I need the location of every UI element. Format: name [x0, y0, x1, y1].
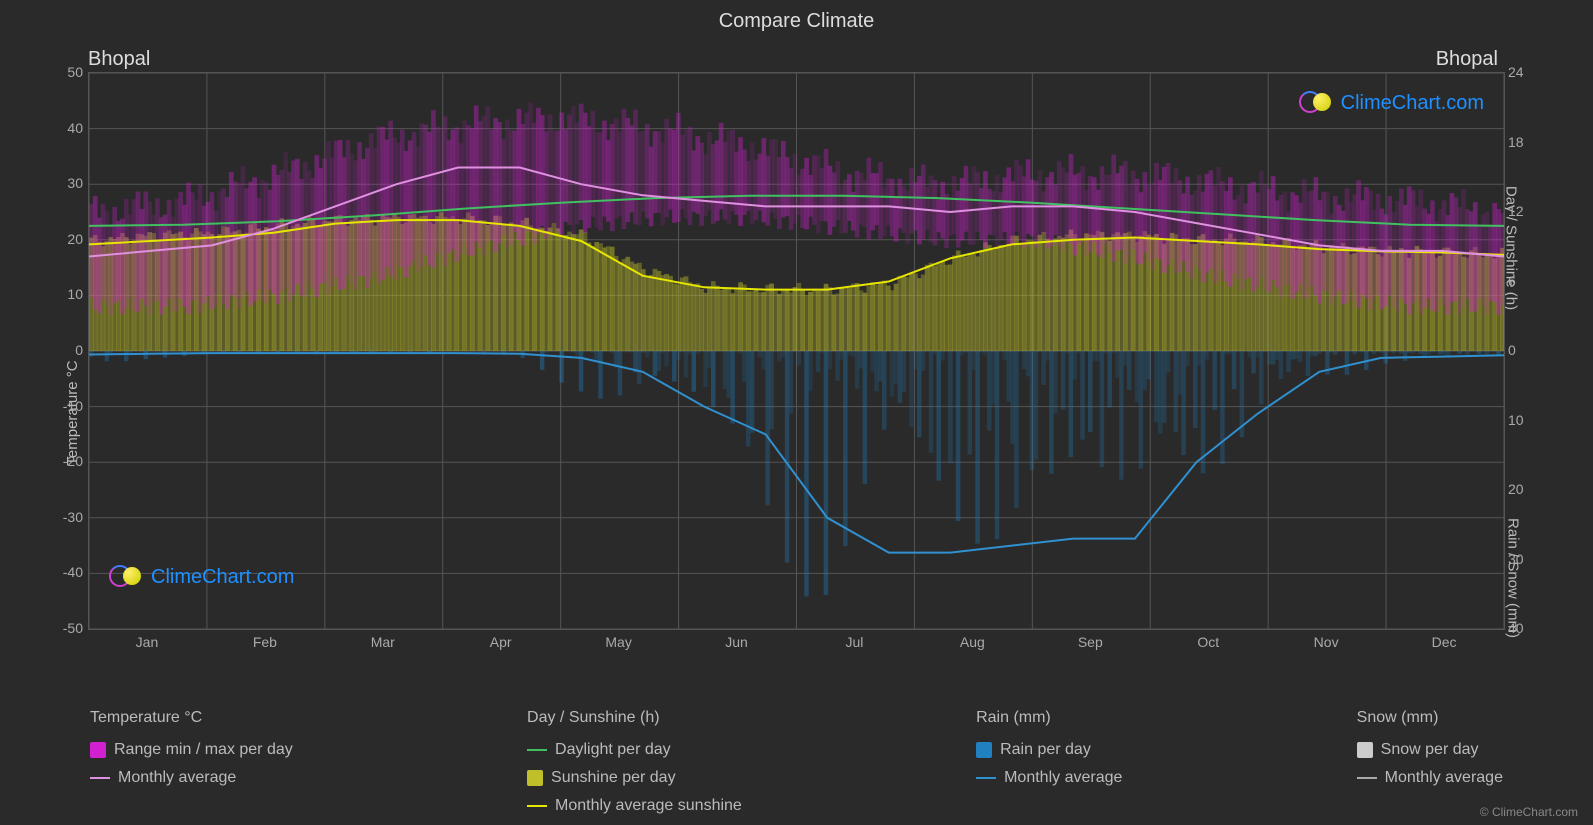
- watermark-bottom: ClimeChart.com: [109, 565, 294, 589]
- legend-label: Monthly average: [1385, 769, 1503, 787]
- y-tick-left: -50: [53, 620, 83, 636]
- line-icon: [1357, 777, 1377, 779]
- y-tick-left: -10: [53, 398, 83, 414]
- y-tick-left: -20: [53, 453, 83, 469]
- y-tick-right: 12: [1508, 203, 1533, 219]
- legend-label: Sunshine per day: [551, 769, 676, 787]
- y-tick-right: 30: [1508, 551, 1533, 567]
- x-tick-month: Apr: [490, 634, 512, 650]
- x-tick-month: Nov: [1314, 634, 1339, 650]
- legend-item: Sunshine per day: [527, 769, 742, 787]
- line-icon: [976, 777, 996, 779]
- swatch-icon: [90, 742, 106, 758]
- y-tick-left: -30: [53, 509, 83, 525]
- legend-label: Range min / max per day: [114, 741, 293, 759]
- legend-label: Monthly average: [1004, 769, 1122, 787]
- x-tick-month: Feb: [253, 634, 277, 650]
- legend-item: Snow per day: [1357, 741, 1503, 759]
- logo-icon: [109, 565, 145, 589]
- x-tick-month: Jan: [136, 634, 159, 650]
- x-tick-month: May: [605, 634, 631, 650]
- y-tick-right: 18: [1508, 134, 1533, 150]
- legend-title: Temperature °C: [90, 709, 293, 727]
- y-tick-right: 6: [1508, 273, 1533, 289]
- swatch-icon: [527, 770, 543, 786]
- legend-label: Monthly average: [118, 769, 236, 787]
- watermark-text: ClimeChart.com: [151, 566, 294, 589]
- legend-group: Snow (mm) Snow per day Monthly average: [1357, 709, 1503, 815]
- legend-label: Monthly average sunshine: [555, 797, 742, 815]
- watermark-text: ClimeChart.com: [1341, 92, 1484, 115]
- x-tick-month: Aug: [960, 634, 985, 650]
- y-tick-right: 0: [1508, 342, 1533, 358]
- line-icon: [527, 805, 547, 807]
- line-icon: [90, 777, 110, 779]
- legend-group: Temperature °C Range min / max per day Mon…: [90, 709, 293, 815]
- copyright: © ClimeChart.com: [1480, 805, 1578, 819]
- logo-icon: [1299, 91, 1335, 115]
- watermark-top: ClimeChart.com: [1299, 91, 1484, 115]
- climate-chart-container: Compare Climate Bhopal Bhopal Temperatur…: [0, 0, 1593, 825]
- legend-item: Range min / max per day: [90, 741, 293, 759]
- x-tick-month: Sep: [1078, 634, 1103, 650]
- y-tick-right: 10: [1508, 412, 1533, 428]
- legend-item: Monthly average: [1357, 769, 1503, 787]
- plot-area: ClimeChart.com ClimeChart.com: [88, 72, 1505, 630]
- legend-label: Daylight per day: [555, 741, 671, 759]
- y-tick-right: 20: [1508, 481, 1533, 497]
- legend-item: Monthly average: [976, 769, 1122, 787]
- legend-item: Monthly average: [90, 769, 293, 787]
- chart-title: Compare Climate: [0, 0, 1593, 38]
- swatch-icon: [1357, 742, 1373, 758]
- y-tick-left: 30: [53, 175, 83, 191]
- y-tick-left: 0: [53, 342, 83, 358]
- legend-label: Rain per day: [1000, 741, 1091, 759]
- legend-group: Day / Sunshine (h) Daylight per day Sunshi…: [527, 709, 742, 815]
- y-tick-right: 40: [1508, 620, 1533, 636]
- y-tick-right: 24: [1508, 64, 1533, 80]
- chart-svg: [89, 73, 1504, 629]
- city-label-left: Bhopal: [88, 48, 150, 71]
- x-tick-month: Dec: [1432, 634, 1457, 650]
- legend-item: Monthly average sunshine: [527, 797, 742, 815]
- y-tick-left: 40: [53, 120, 83, 136]
- y-tick-left: -40: [53, 564, 83, 580]
- y-tick-left: 20: [53, 231, 83, 247]
- legend: Temperature °C Range min / max per day Mon…: [90, 709, 1503, 815]
- line-icon: [527, 749, 547, 751]
- legend-group: Rain (mm) Rain per day Monthly average: [976, 709, 1122, 815]
- y-tick-left: 50: [53, 64, 83, 80]
- legend-item: Daylight per day: [527, 741, 742, 759]
- legend-title: Day / Sunshine (h): [527, 709, 742, 727]
- y-tick-left: 10: [53, 286, 83, 302]
- legend-label: Snow per day: [1381, 741, 1479, 759]
- city-label-right: Bhopal: [1436, 48, 1498, 71]
- x-tick-month: Oct: [1197, 634, 1219, 650]
- x-tick-month: Jun: [725, 634, 748, 650]
- x-tick-month: Jul: [846, 634, 864, 650]
- legend-title: Rain (mm): [976, 709, 1122, 727]
- legend-title: Snow (mm): [1357, 709, 1503, 727]
- x-tick-month: Mar: [371, 634, 395, 650]
- swatch-icon: [976, 742, 992, 758]
- legend-item: Rain per day: [976, 741, 1122, 759]
